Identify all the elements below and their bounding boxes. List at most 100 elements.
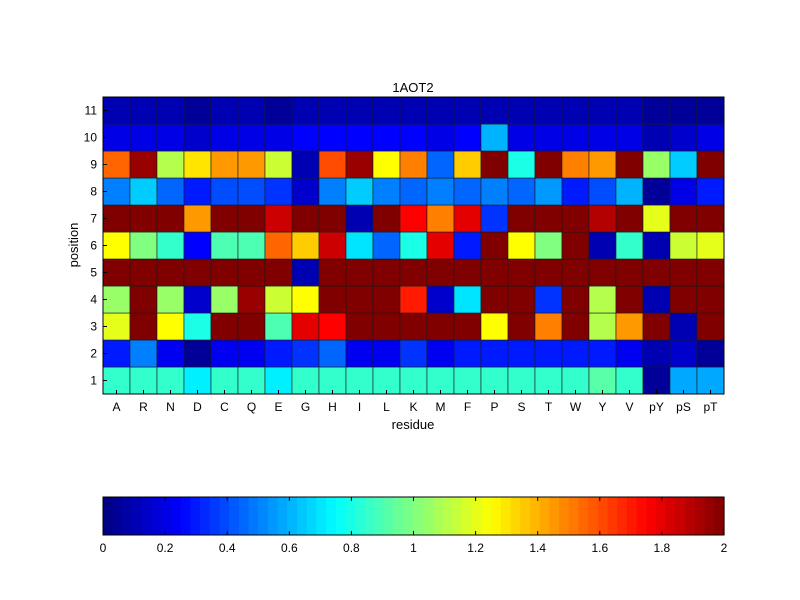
heatmap-cell [588,285,617,314]
colorbar-tick-label: 0.2 [157,541,174,555]
colorbar-swatch [617,497,628,535]
colorbar-swatch [238,497,250,535]
heatmap-cell [669,123,698,152]
colorbar-tick-label: 0.8 [343,541,360,555]
heatmap-cell [426,231,455,260]
heatmap-cell [264,258,293,287]
x-tick-label: L [383,400,390,414]
heatmap-cell [372,96,401,125]
heatmap-cell [291,123,320,152]
heatmap-cell [615,258,644,287]
heatmap-cell [669,150,698,179]
x-tick-label: pT [703,400,718,414]
chart-title: 1AOT2 [392,80,433,95]
heatmap-cell [669,231,698,260]
heatmap-cell [426,258,455,287]
heatmap-cell [129,366,158,395]
colorbar-swatch [510,497,521,535]
heatmap-cell [615,123,644,152]
heatmap-cell [210,312,239,341]
heatmap-cell [534,339,563,368]
heatmap-cell [534,312,563,341]
x-tick-label: W [570,400,582,414]
heatmap-cell [588,366,617,395]
heatmap-cell [210,123,239,152]
colorbar-swatch [374,497,385,535]
colorbar-swatch [423,497,434,535]
heatmap-cell [372,339,401,368]
heatmap-cell [210,150,239,179]
heatmap-cell [426,123,455,152]
heatmap-cell [237,96,266,125]
colorbar [103,497,725,535]
heatmap-cell [264,150,293,179]
heatmap-cell [264,285,293,314]
colorbar-swatch [568,497,580,535]
heatmap-cell [210,231,239,260]
heatmap-cell [507,231,536,260]
heatmap-cell [102,366,131,395]
heatmap-cell [507,258,536,287]
heatmap-cell [453,123,482,152]
heatmap-cell [102,339,131,368]
y-tick-label: 1 [90,374,97,388]
heatmap-cell [210,366,239,395]
colorbar-swatch [685,497,696,535]
colorbar-swatch [432,497,444,535]
heatmap-cell [345,123,374,152]
heatmap-cell [210,96,239,125]
colorbar-swatch [694,497,706,535]
heatmap-cell [507,177,536,206]
colorbar-swatch [384,497,395,535]
heatmap-cell [183,96,212,125]
heatmap-cell [453,285,482,314]
heatmap-cell [507,339,536,368]
heatmap-cell [264,96,293,125]
heatmap-cell [318,258,347,287]
heatmap-cell [480,312,509,341]
heatmap-cell [561,231,590,260]
heatmap-cell [642,285,671,314]
heatmap-cell [372,366,401,395]
x-tick-label: F [464,400,471,414]
colorbar-tick-label: 1.8 [654,541,671,555]
heatmap-cell [237,231,266,260]
heatmap-cell [291,204,320,233]
colorbar-ticks: 0 0.2 0.4 0.6 0.8 1 1.2 1.4 1.6 1.8 2 [100,497,728,555]
heatmap-cell [156,123,185,152]
heatmap-cell [237,258,266,287]
heatmap-cell [642,204,671,233]
colorbar-swatch [626,497,638,535]
heatmap-cell [615,339,644,368]
heatmap-cell [372,204,401,233]
heatmap-cell [372,285,401,314]
heatmap-cell [696,231,725,260]
heatmap-cell [102,285,131,314]
heatmap-cell [183,231,212,260]
heatmap-cell [426,339,455,368]
colorbar-swatch [471,497,483,535]
heatmap-cell [210,285,239,314]
heatmap-cell [156,177,185,206]
colorbar-swatch [704,497,715,535]
heatmap-cell [399,312,428,341]
colorbar-tick-label: 1 [410,541,417,555]
heatmap-cell [318,339,347,368]
heatmap-cell [264,177,293,206]
heatmap-cell [561,312,590,341]
heatmap-cell [669,258,698,287]
heatmap-cell [318,96,347,125]
heatmap-cell [696,366,725,395]
heatmap-cell [102,231,131,260]
heatmap-cell [399,123,428,152]
heatmap-cell [156,339,185,368]
heatmap-cell [291,177,320,206]
heatmap-cell [534,258,563,287]
heatmap-cell [480,96,509,125]
heatmap-cell [615,231,644,260]
heatmap-cell [183,150,212,179]
x-tick-label: Q [247,400,256,414]
heatmap-cell [615,366,644,395]
heatmap-cell [588,96,617,125]
heatmap-cell [507,366,536,395]
